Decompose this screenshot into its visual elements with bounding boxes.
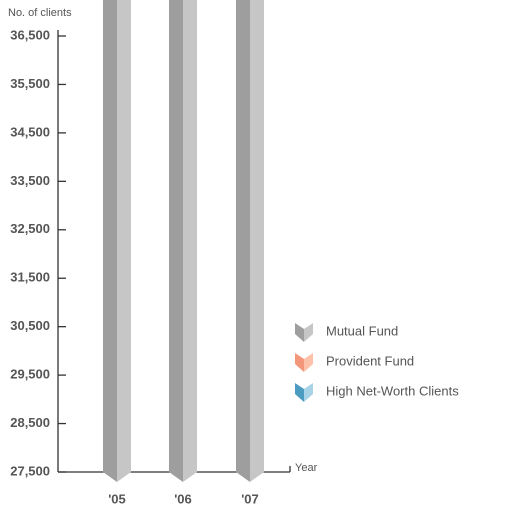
x-tick-label: '06 [174,491,192,506]
legend-swatch [304,323,313,342]
x-axis-label: Year [295,462,318,474]
bar-segment [103,0,117,482]
bar-segment [183,0,197,482]
x-tick-label: '07 [241,491,259,506]
y-tick-label: 30,500 [10,318,50,333]
y-tick-label: 28,500 [10,415,50,430]
y-tick-label: 31,500 [10,270,50,285]
bar-segment [250,0,264,482]
bar-segment [117,0,131,482]
y-tick-label: 36,500 [10,27,50,42]
legend-swatch [295,353,304,372]
legend-label: Provident Fund [326,353,414,368]
y-tick-label: 34,500 [10,124,50,139]
legend-swatch [304,353,313,372]
legend-label: Mutual Fund [326,323,398,338]
x-tick-label: '05 [108,491,126,506]
y-tick-label: 33,500 [10,173,50,188]
legend-swatch [304,383,313,402]
legend-label: High Net-Worth Clients [326,383,459,398]
legend-swatch [295,383,304,402]
y-tick-label: 32,500 [10,221,50,236]
y-axis-label: No. of clients [8,7,72,19]
y-tick-label: 27,500 [10,463,50,478]
legend-swatch [295,323,304,342]
y-tick-label: 35,500 [10,76,50,91]
y-tick-label: 29,500 [10,367,50,382]
bar-segment [169,0,183,482]
bar-segment [236,0,250,482]
